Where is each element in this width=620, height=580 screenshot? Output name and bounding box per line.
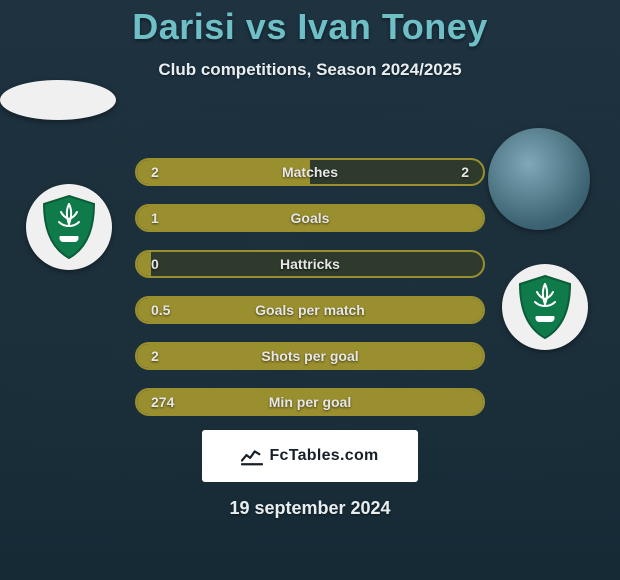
stat-label: Min per goal: [269, 394, 351, 410]
page-title: Darisi vs Ivan Toney: [0, 6, 620, 48]
shield-icon: [40, 194, 98, 260]
stat-row-goals: 1 Goals: [135, 204, 485, 232]
stat-label: Goals: [291, 210, 330, 226]
club-badge-left: [26, 184, 112, 270]
chart-icon: [241, 446, 263, 466]
stat-row-shots-per-goal: 2 Shots per goal: [135, 342, 485, 370]
stat-left-value: 274: [151, 394, 174, 410]
brand-text: FcTables.com: [269, 447, 378, 465]
stat-left-value: 2: [151, 348, 159, 364]
stat-label: Shots per goal: [261, 348, 358, 364]
stat-row-hattricks: 0 Hattricks: [135, 250, 485, 278]
stat-left-value: 0.5: [151, 302, 170, 318]
page-subtitle: Club competitions, Season 2024/2025: [0, 60, 620, 80]
stat-fill: [137, 252, 151, 276]
stat-row-matches: 2 Matches 2: [135, 158, 485, 186]
stat-row-goals-per-match: 0.5 Goals per match: [135, 296, 485, 324]
date-label: 19 september 2024: [0, 498, 620, 519]
stat-label: Goals per match: [255, 302, 365, 318]
stat-label: Matches: [282, 164, 338, 180]
shield-icon: [516, 274, 574, 340]
stat-right-value: 2: [461, 164, 469, 180]
brand-box: FcTables.com: [202, 430, 418, 482]
club-badge-right: [502, 264, 588, 350]
stat-left-value: 0: [151, 256, 159, 272]
stat-row-min-per-goal: 274 Min per goal: [135, 388, 485, 416]
player-avatar-left: [0, 80, 116, 120]
player-avatar-right: [488, 128, 590, 230]
stat-left-value: 2: [151, 164, 159, 180]
stats-bars: 2 Matches 2 1 Goals 0 Hattricks 0.5 Goal…: [135, 158, 485, 416]
stat-label: Hattricks: [280, 256, 340, 272]
stat-left-value: 1: [151, 210, 159, 226]
